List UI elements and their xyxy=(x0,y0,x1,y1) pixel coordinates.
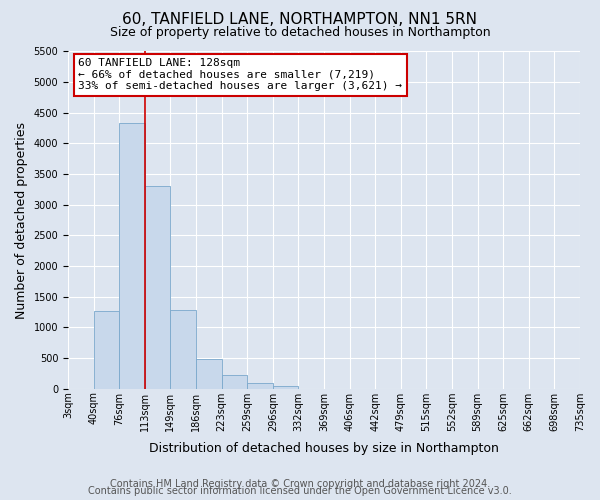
Bar xyxy=(145,186,170,388)
Text: Contains HM Land Registry data © Crown copyright and database right 2024.: Contains HM Land Registry data © Crown c… xyxy=(110,479,490,489)
Text: 60, TANFIELD LANE, NORTHAMPTON, NN1 5RN: 60, TANFIELD LANE, NORTHAMPTON, NN1 5RN xyxy=(122,12,478,28)
Y-axis label: Number of detached properties: Number of detached properties xyxy=(15,122,28,318)
Bar xyxy=(247,383,273,388)
Bar xyxy=(273,386,298,388)
Bar xyxy=(94,311,119,388)
Text: Size of property relative to detached houses in Northampton: Size of property relative to detached ho… xyxy=(110,26,490,39)
Text: Contains public sector information licensed under the Open Government Licence v3: Contains public sector information licen… xyxy=(88,486,512,496)
Bar xyxy=(119,123,145,388)
Bar xyxy=(196,359,221,388)
Text: 60 TANFIELD LANE: 128sqm
← 66% of detached houses are smaller (7,219)
33% of sem: 60 TANFIELD LANE: 128sqm ← 66% of detach… xyxy=(78,58,402,92)
Bar xyxy=(221,374,247,388)
X-axis label: Distribution of detached houses by size in Northampton: Distribution of detached houses by size … xyxy=(149,442,499,455)
Bar xyxy=(170,310,196,388)
